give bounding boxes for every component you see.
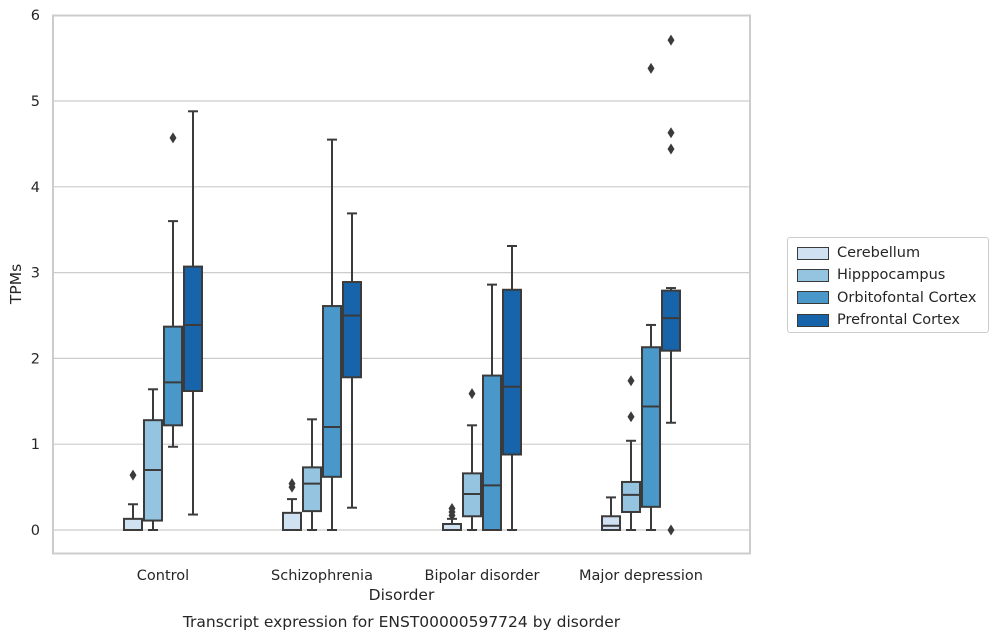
legend-swatch — [797, 268, 829, 282]
y-tick-label: 4 — [31, 180, 40, 196]
legend-label: Cerebellum — [837, 245, 921, 262]
box-body — [641, 346, 661, 508]
y-tick-labels: 0 1 2 3 4 5 6 — [31, 8, 40, 539]
y-tick-label: 3 — [31, 266, 40, 282]
box-cerebellum-3 — [601, 496, 621, 531]
legend-item: Cerebellum — [797, 242, 988, 264]
box-prefrontal-cortex-2 — [502, 245, 522, 531]
box-groups — [123, 34, 681, 536]
box-orbitofontal-cortex-2 — [482, 283, 502, 531]
outlier-point — [647, 62, 655, 74]
box-hipppocampus-0 — [143, 388, 163, 531]
outlier-point — [627, 375, 635, 387]
outlier-point — [667, 143, 675, 155]
y-tick-label: 6 — [31, 8, 40, 24]
box-body — [302, 466, 322, 513]
box-hipppocampus-2 — [462, 388, 482, 531]
box-body — [183, 265, 203, 393]
box-body — [163, 325, 183, 427]
box-prefrontal-cortex-1 — [342, 212, 362, 509]
legend-label: Orbitofontal Cortex — [837, 289, 977, 306]
outlier-point — [129, 469, 137, 481]
legend-swatch — [797, 291, 829, 305]
legend-label: Hipppocampus — [837, 267, 946, 284]
outlier-point — [667, 524, 675, 536]
box-body — [601, 515, 621, 531]
box-hipppocampus-1 — [302, 418, 322, 531]
y-axis-title: TPMs — [7, 264, 25, 305]
box-cerebellum-1 — [282, 478, 302, 532]
box-body — [502, 288, 522, 456]
outlier-point — [667, 127, 675, 139]
box-body — [661, 289, 681, 352]
outlier-point — [468, 388, 476, 400]
chart-caption: Transcript expression for ENST0000059772… — [182, 613, 621, 631]
x-tick-labels: Control Schizophrenia Bipolar disorder Majo… — [137, 568, 703, 584]
x-tick-label: Bipolar disorder — [425, 568, 540, 584]
legend-label: Prefrontal Cortex — [837, 312, 960, 329]
legend-item: Prefrontal Cortex — [797, 309, 988, 331]
box-hipppocampus-3 — [621, 375, 641, 531]
box-prefrontal-cortex-0 — [183, 110, 203, 516]
box-body — [322, 305, 342, 478]
legend-item: Hipppocampus — [797, 264, 988, 286]
box-body — [282, 511, 302, 532]
box-cerebellum-0 — [123, 469, 143, 532]
y-tick-label: 1 — [31, 437, 40, 453]
y-tick-label: 0 — [31, 523, 40, 539]
y-tick-label: 2 — [31, 351, 40, 367]
x-tick-label: Major depression — [579, 568, 703, 584]
box-orbitofontal-cortex-0 — [163, 132, 183, 448]
x-tick-label: Control — [137, 568, 189, 584]
box-cerebellum-2 — [442, 503, 462, 532]
box-orbitofontal-cortex-3 — [641, 62, 661, 531]
outlier-point — [448, 503, 456, 515]
legend-item: Orbitofontal Cortex — [797, 287, 988, 309]
legend-swatch — [797, 313, 829, 327]
box-orbitofontal-cortex-1 — [322, 138, 342, 531]
box-body — [342, 281, 362, 379]
box-body — [621, 480, 641, 513]
outlier-point — [627, 411, 635, 423]
outlier-point — [288, 478, 296, 490]
x-tick-label: Schizophrenia — [271, 568, 373, 584]
box-prefrontal-cortex-3 — [661, 34, 681, 536]
outlier-point — [169, 132, 177, 144]
y-tick-label: 5 — [31, 94, 40, 110]
legend: Cerebellum Hipppocampus Orbitofontal Corte… — [787, 237, 989, 333]
box-body — [123, 517, 143, 532]
box-body — [482, 374, 502, 531]
x-axis-title: Disorder — [369, 586, 435, 604]
plot-frame — [52, 14, 751, 555]
outlier-point — [667, 34, 675, 46]
legend-swatch — [797, 246, 829, 260]
